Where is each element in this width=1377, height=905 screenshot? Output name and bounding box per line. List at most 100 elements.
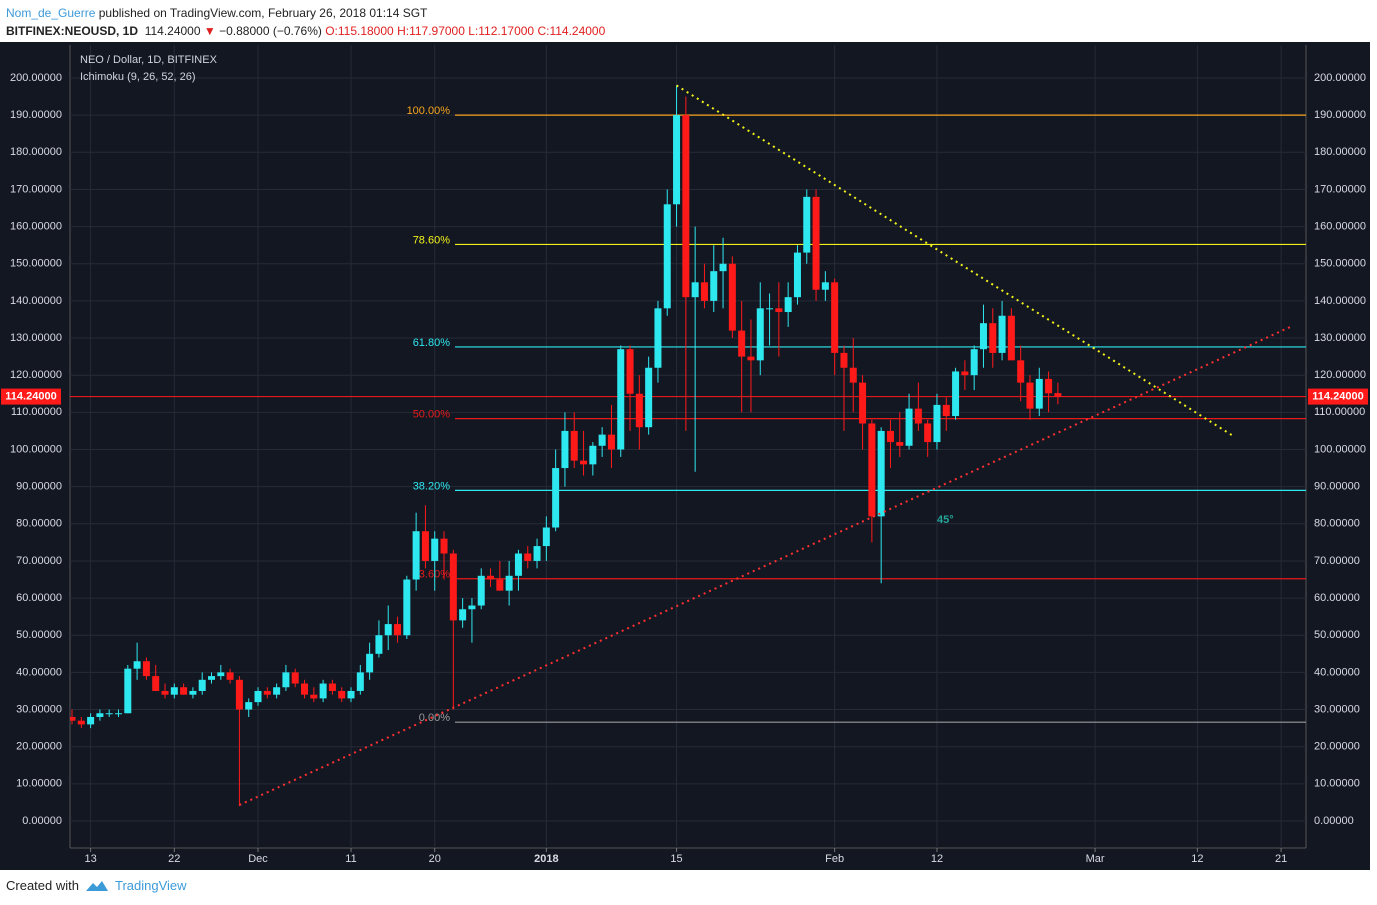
candle-body — [645, 367, 653, 428]
trend-line — [238, 325, 1291, 806]
y2-tick-label: 140.00000 — [1314, 295, 1366, 307]
candle-body — [570, 430, 578, 461]
change: −0.88000 (−0.76%) — [219, 24, 322, 38]
y-tick-label: 80.00000 — [16, 518, 62, 530]
x-tick-label: 2018 — [534, 853, 558, 865]
y-tick-label: 110.00000 — [11, 406, 62, 418]
candle-body — [133, 661, 141, 669]
candle-body — [366, 653, 374, 673]
x-tick-label: Feb — [825, 853, 844, 865]
candle-body — [766, 308, 774, 310]
candle-body — [356, 672, 364, 691]
candle-body — [905, 408, 913, 446]
y2-tick-label: 0.00000 — [1314, 815, 1354, 827]
candle-body — [180, 687, 188, 695]
y2-tick-label: 30.00000 — [1314, 703, 1360, 715]
last-price-label-left-box — [1, 388, 61, 405]
candle-body — [477, 575, 485, 606]
annotation: 45° — [937, 514, 954, 526]
candle-body — [328, 683, 336, 691]
candle-body — [412, 531, 420, 580]
y2-tick-label: 70.00000 — [1314, 555, 1360, 567]
arrow: ▼ — [203, 24, 216, 38]
candle-body — [542, 527, 550, 547]
chart-background — [0, 42, 1370, 870]
candle-body — [70, 716, 76, 721]
candle-body — [170, 687, 178, 695]
x-tick-label: 12 — [1191, 853, 1203, 865]
candle-body — [859, 382, 867, 424]
brand[interactable]: TradingView — [114, 878, 187, 893]
candle-body — [952, 371, 960, 417]
candle-body — [319, 683, 327, 699]
candle-body — [552, 468, 560, 528]
y-tick-label: 190.00000 — [10, 109, 62, 121]
candle-body — [775, 308, 783, 313]
candle-body — [961, 371, 969, 376]
y2-tick-label: 60.00000 — [1314, 592, 1360, 604]
candle-body — [496, 579, 504, 591]
candle-body — [394, 624, 402, 636]
candle-body — [310, 694, 318, 699]
footer: Created with TradingView — [6, 878, 187, 893]
published: published on TradingView.com, February 2… — [98, 6, 428, 20]
y-tick-label: 20.00000 — [16, 741, 62, 753]
author[interactable]: Nom_de_Guerre — [6, 6, 96, 20]
candle-body — [235, 679, 243, 710]
y-tick-label: 0.00000 — [22, 815, 62, 827]
fib-label: 50.00% — [413, 409, 451, 421]
candle-body — [533, 546, 541, 561]
y-tick-label: 90.00000 — [16, 481, 62, 493]
candle-body — [77, 720, 85, 725]
candle-body — [263, 690, 271, 695]
candle-body — [849, 367, 857, 383]
fib-label: 0.00% — [419, 712, 450, 724]
candle-body — [226, 672, 234, 680]
candle-body — [979, 323, 987, 350]
y-tick-label: 70.00000 — [16, 555, 62, 567]
x-tick-label: Dec — [248, 853, 268, 865]
y-tick-label: 60.00000 — [16, 592, 62, 604]
candle-body — [431, 538, 439, 561]
x-tick-label: 11 — [345, 853, 356, 865]
y2-tick-label: 130.00000 — [1314, 332, 1366, 344]
candle-body — [1054, 393, 1062, 397]
y2-tick-label: 170.00000 — [1314, 183, 1366, 195]
candle-body — [598, 434, 606, 446]
axes: 0.00000 0.00000 10.00000 10.00000 20.00000 20… — [1, 72, 1368, 865]
header: Nom_de_Guerre published on TradingView.c… — [6, 4, 605, 40]
candle-body — [654, 308, 662, 368]
y-tick-label: 130.00000 — [10, 332, 62, 344]
candle-body — [663, 204, 671, 309]
candle-body — [1045, 378, 1053, 394]
candle-body — [747, 356, 755, 361]
candle-body — [691, 282, 699, 298]
y2-tick-label: 100.00000 — [1314, 443, 1366, 455]
candle-body — [245, 702, 253, 710]
candle-body — [728, 263, 736, 331]
candle-body — [998, 315, 1006, 353]
y2-tick-label: 160.00000 — [1314, 220, 1366, 232]
candle-body — [886, 430, 894, 443]
y-tick-label: 100.00000 — [10, 443, 62, 455]
candle-body — [877, 430, 885, 517]
y2-tick-label: 190.00000 — [1314, 109, 1366, 121]
candle-body — [440, 538, 448, 554]
candle-body — [561, 430, 569, 469]
candle-body — [189, 690, 197, 695]
candle-body — [124, 668, 132, 714]
candle-body — [384, 624, 392, 636]
y2-tick-label: 150.00000 — [1314, 258, 1366, 270]
y-tick-label: 40.00000 — [16, 666, 62, 678]
candle-body — [524, 553, 532, 561]
candle-body — [505, 575, 513, 591]
candle-body — [208, 676, 216, 680]
candle-body — [1026, 382, 1034, 409]
candle-body — [487, 575, 495, 580]
candle-body — [682, 115, 690, 298]
y-tick-label: 180.00000 — [10, 146, 62, 158]
x-tick-label: 15 — [670, 853, 682, 865]
y2-tick-label: 180.00000 — [1314, 146, 1366, 158]
header-line: Nom_de_Guerre published on TradingView.c… — [6, 4, 605, 22]
